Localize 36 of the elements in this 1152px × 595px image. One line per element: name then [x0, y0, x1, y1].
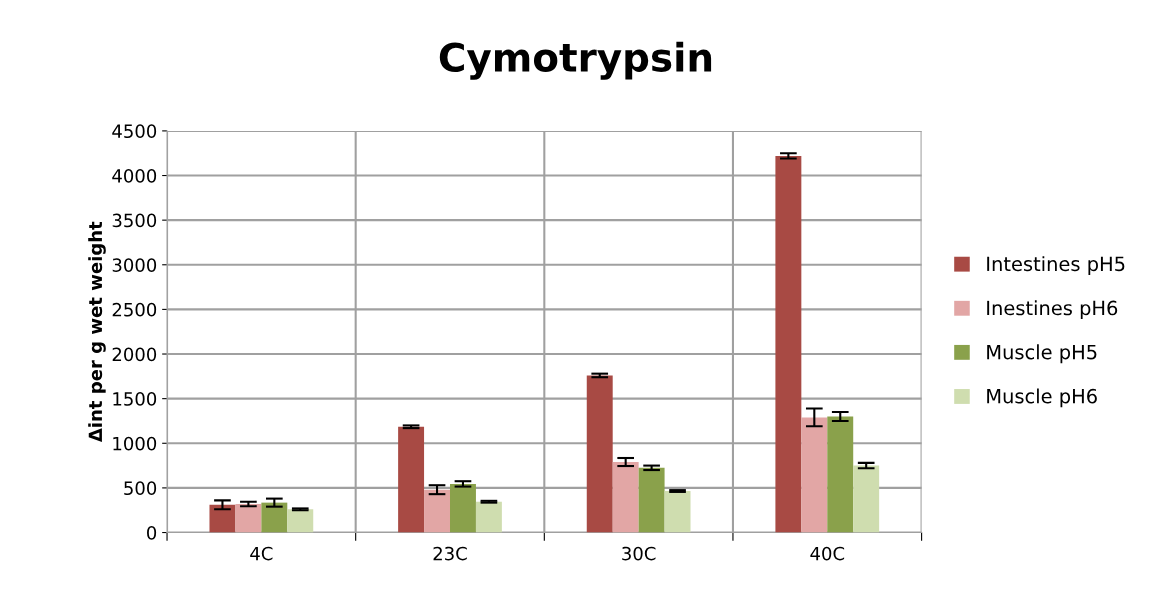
- chart-title: Cymotrypsin: [439, 41, 712, 80]
- y-axis-title: Δint per g wet weight: [88, 221, 106, 443]
- bar: [853, 465, 880, 533]
- legend-label: Muscle pH6: [987, 388, 1097, 408]
- y-tick-label: 1000: [113, 436, 157, 451]
- x-tick-label: 30C: [622, 546, 656, 561]
- bar: [664, 491, 691, 533]
- bar: [235, 503, 262, 533]
- bar: [287, 509, 314, 533]
- bar: [775, 155, 802, 533]
- x-tick-label: 4C: [250, 546, 273, 561]
- y-tick-label: 3500: [112, 213, 157, 228]
- x-tick-label: 40C: [810, 546, 845, 561]
- bar: [586, 375, 613, 533]
- legend-label: Intestines pH5: [987, 256, 1125, 275]
- y-tick-label: 3000: [112, 258, 157, 272]
- bar: [424, 489, 450, 533]
- y-tick-label: 2500: [112, 302, 157, 317]
- legend-label: Inestines pH6: [987, 300, 1118, 320]
- y-tick-label: 4500: [112, 124, 157, 139]
- bar: [827, 416, 854, 533]
- x-tick-label: 23C: [433, 546, 467, 561]
- legend-label: Muscle pH5: [987, 344, 1097, 364]
- y-tick-label: 4000: [112, 168, 157, 183]
- y-tick-label: 0: [147, 525, 157, 540]
- bar: [261, 502, 288, 533]
- y-tick-label: 500: [124, 481, 157, 496]
- bar: [612, 462, 639, 533]
- bar: [638, 467, 665, 533]
- bar: [398, 426, 425, 533]
- bar: [209, 504, 236, 533]
- y-tick-label: 1500: [113, 392, 157, 406]
- bar: [450, 483, 476, 533]
- bar: [801, 417, 828, 533]
- y-tick-label: 2000: [112, 347, 157, 362]
- bar: [475, 501, 502, 533]
